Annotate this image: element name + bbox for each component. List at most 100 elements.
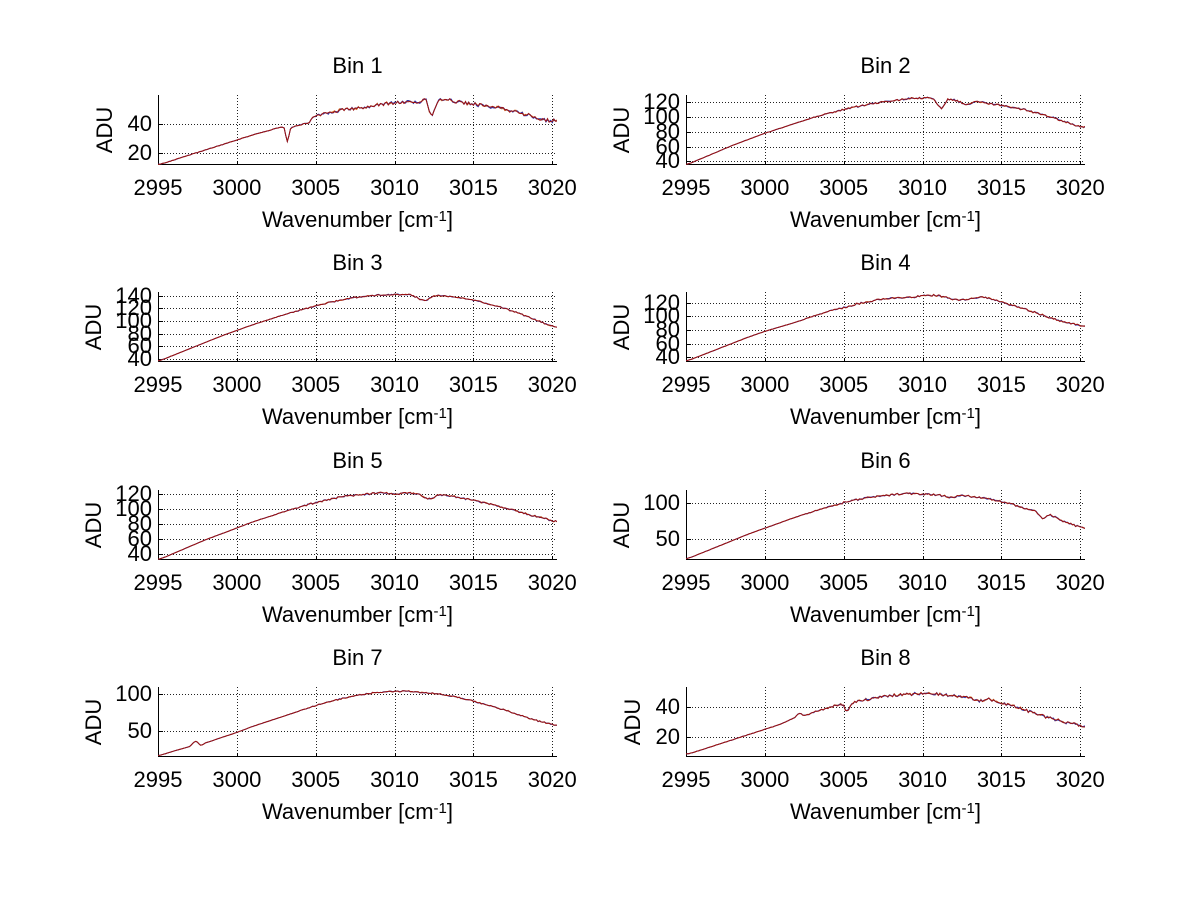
plot-area [686, 292, 1085, 362]
x-axis-label: Wavenumber [cm-1] [262, 207, 453, 233]
y-tick-label: 40 [127, 345, 152, 371]
plot-svg [686, 292, 1085, 362]
x-axis-label: Wavenumber [cm-1] [790, 207, 981, 233]
x-axis-label-superscript: -1 [433, 208, 447, 225]
x-tick-label: 3005 [819, 570, 869, 595]
y-tick-label: 80 [127, 320, 152, 346]
y-tick-label: 40 [655, 148, 680, 174]
x-tick-label: 3000 [212, 570, 262, 595]
x-tick-label: 3005 [819, 372, 869, 397]
x-tick-label: 3015 [976, 570, 1026, 595]
x-axis-label-superscript: -1 [433, 800, 447, 817]
y-tick-label: 120 [115, 481, 152, 507]
plot-title: Bin 7 [332, 645, 383, 670]
x-axis-label-text: Wavenumber [cm [789, 207, 962, 232]
x-axis-label-text: Wavenumber [cm [261, 799, 434, 824]
plot-area [158, 490, 557, 560]
x-tick-label: 3010 [370, 767, 420, 792]
x-tick-label: 3000 [740, 175, 790, 200]
plot-svg [686, 490, 1085, 560]
x-axis-label-superscript: -1 [961, 405, 975, 422]
y-tick-label: 20 [127, 139, 152, 165]
y-tick-label: 40 [127, 541, 152, 567]
y-tick-label: 140 [115, 282, 152, 308]
x-tick-label: 3000 [212, 175, 262, 200]
x-axis-label-text: Wavenumber [cm [789, 602, 962, 627]
x-axis-label-bracket: ] [446, 404, 454, 429]
plot-title: Bin 5 [332, 448, 383, 473]
x-tick-label: 3020 [527, 767, 577, 792]
x-axis-label: Wavenumber [cm-1] [262, 799, 453, 825]
x-tick-label: 2995 [133, 372, 183, 397]
x-tick-label: 3020 [1055, 372, 1105, 397]
x-axis-label-superscript: -1 [961, 603, 975, 620]
y-tick-label: 60 [127, 526, 152, 552]
x-axis-label: Wavenumber [cm-1] [790, 602, 981, 628]
plot-area [158, 687, 557, 757]
x-axis-label-text: Wavenumber [cm [789, 404, 962, 429]
y-tick-label: 60 [127, 333, 152, 359]
spectrum-line-red [158, 491, 557, 560]
plot-title: Bin 1 [332, 53, 383, 78]
y-tick-label: 100 [115, 496, 152, 522]
spectrum-line-orange [158, 491, 557, 560]
y-tick-label: 50 [655, 525, 680, 551]
plot-area [158, 292, 557, 362]
y-tick-label: 100 [115, 308, 152, 333]
x-tick-label: 3000 [740, 372, 790, 397]
x-tick-label: 3005 [291, 372, 341, 397]
plot-title: Bin 6 [860, 448, 911, 473]
plot-area [686, 490, 1085, 560]
x-tick-label: 3005 [291, 767, 341, 792]
y-tick-label: 100 [643, 490, 680, 516]
spectrum-line-orange [686, 491, 1085, 560]
spectrum-line-orange [158, 690, 557, 757]
spectrum-line-blue [158, 690, 557, 756]
y-tick-label: 120 [115, 295, 152, 321]
x-axis-label: Wavenumber [cm-1] [790, 799, 981, 825]
plot-area [686, 95, 1085, 165]
x-tick-label: 3005 [291, 570, 341, 595]
x-tick-label: 3015 [448, 372, 498, 397]
x-axis-label-superscript: -1 [961, 208, 975, 225]
plot-svg [158, 490, 557, 560]
x-tick-label: 2995 [133, 767, 183, 792]
x-tick-label: 3010 [370, 372, 420, 397]
spectrum-line-red [686, 293, 1085, 362]
spectrum-line-orange [158, 293, 557, 362]
x-axis-label: Wavenumber [cm-1] [262, 602, 453, 628]
y-tick-label: 40 [655, 694, 680, 720]
spectrum-line-blue [686, 492, 1085, 560]
x-axis-label-superscript: -1 [961, 800, 975, 817]
spectrum-line-red [158, 97, 557, 165]
x-tick-label: 2995 [661, 372, 711, 397]
x-tick-label: 3000 [740, 570, 790, 595]
spectrum-line-red [158, 690, 557, 756]
spectrum-line-blue [686, 96, 1085, 165]
x-tick-label: 2995 [133, 175, 183, 200]
y-tick-label: 80 [655, 118, 680, 144]
x-axis-label-text: Wavenumber [cm [261, 207, 434, 232]
x-axis-label-bracket: ] [974, 799, 982, 824]
plot-svg [158, 687, 557, 757]
x-tick-label: 3010 [898, 570, 948, 595]
x-tick-label: 3015 [976, 175, 1026, 200]
x-tick-label: 3010 [898, 175, 948, 200]
y-tick-label: 20 [655, 723, 680, 749]
x-tick-label: 3015 [448, 175, 498, 200]
x-tick-label: 3015 [976, 767, 1026, 792]
plot-title: Bin 4 [860, 250, 911, 275]
plot-svg [158, 95, 557, 165]
spectrum-line-blue [686, 294, 1085, 362]
plot-svg [686, 687, 1085, 757]
spectrum-line-blue [158, 491, 557, 560]
x-tick-label: 2995 [133, 570, 183, 595]
y-tick-label: 100 [115, 680, 152, 706]
x-axis-label-bracket: ] [446, 602, 454, 627]
x-axis-label-superscript: -1 [433, 405, 447, 422]
spectrum-line-orange [686, 293, 1085, 362]
spectrum-line-red [686, 492, 1085, 560]
spectrum-line-orange [686, 96, 1085, 165]
x-tick-label: 2995 [661, 767, 711, 792]
x-tick-label: 3020 [527, 372, 577, 397]
